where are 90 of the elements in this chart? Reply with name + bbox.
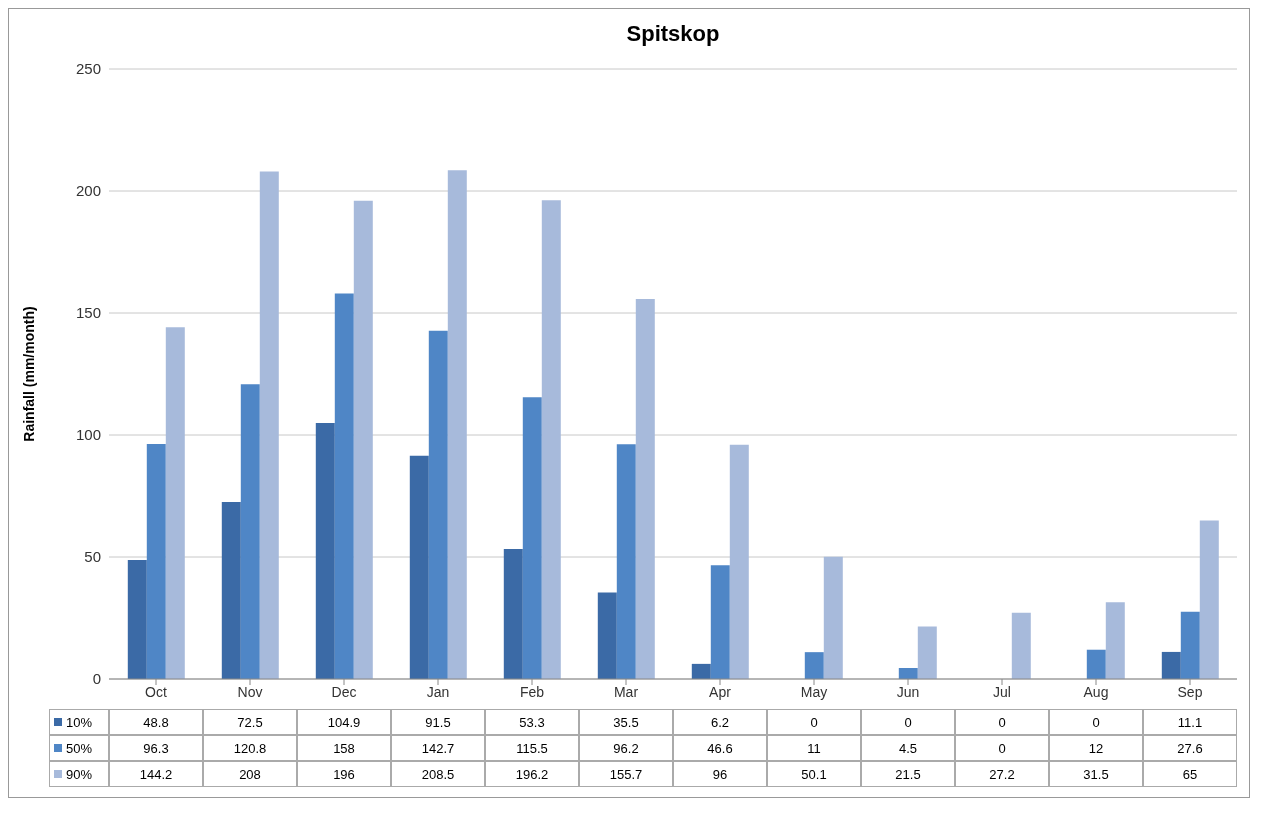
- data-label: 31.5: [1049, 761, 1143, 787]
- data-label: 27.2: [955, 761, 1049, 787]
- data-label: 0: [955, 709, 1049, 735]
- bar: [221, 502, 241, 679]
- bar: [917, 626, 937, 679]
- bar: [1161, 651, 1181, 679]
- data-label: 91.5: [391, 709, 485, 735]
- data-label: 50.1: [767, 761, 861, 787]
- data-label: 65: [1143, 761, 1237, 787]
- x-tick-label: Mar: [613, 683, 639, 700]
- data-label: 208.5: [391, 761, 485, 787]
- bar: [165, 327, 185, 679]
- bar: [1199, 520, 1219, 679]
- data-label: 72.5: [203, 709, 297, 735]
- data-label: 4.5: [861, 735, 955, 761]
- data-label: 96.3: [109, 735, 203, 761]
- data-label: 96.2: [579, 735, 673, 761]
- data-label: 21.5: [861, 761, 955, 787]
- data-label: 11: [767, 735, 861, 761]
- bar: [428, 330, 448, 679]
- y-tick-label: 250: [75, 60, 101, 78]
- data-label: 120.8: [203, 735, 297, 761]
- bar: [616, 444, 636, 679]
- bar: [259, 171, 279, 679]
- y-tick-label: 50: [84, 548, 101, 566]
- data-label: 0: [767, 709, 861, 735]
- data-label: 6.2: [673, 709, 767, 735]
- bar: [1086, 649, 1106, 679]
- bar: [898, 668, 918, 679]
- bar: [1011, 612, 1031, 679]
- data-label: 104.9: [297, 709, 391, 735]
- bar: [1180, 611, 1200, 679]
- x-tick-label: Sep: [1177, 683, 1203, 700]
- data-label: 0: [861, 709, 955, 735]
- data-label: 27.6: [1143, 735, 1237, 761]
- bar: [710, 565, 730, 679]
- data-label: 53.3: [485, 709, 579, 735]
- bar: [804, 652, 824, 679]
- data-label: 46.6: [673, 735, 767, 761]
- data-label: 155.7: [579, 761, 673, 787]
- data-label: 208: [203, 761, 297, 787]
- x-tick-label: May: [800, 683, 828, 700]
- bar: [503, 548, 523, 679]
- data-label: 96: [673, 761, 767, 787]
- bar: [447, 170, 467, 679]
- data-label: 48.8: [109, 709, 203, 735]
- x-tick-label: Aug: [1083, 683, 1109, 700]
- bar: [691, 663, 711, 679]
- data-label: 196: [297, 761, 391, 787]
- data-label: 35.5: [579, 709, 673, 735]
- bar: [729, 444, 749, 679]
- data-label: 115.5: [485, 735, 579, 761]
- y-axis-title: Rainfall (mm/month): [20, 306, 37, 442]
- x-tick-label: Oct: [145, 683, 167, 700]
- bar: [635, 299, 655, 679]
- legend-label: 50%: [66, 740, 93, 756]
- y-tick-label: 100: [75, 426, 101, 444]
- data-label: 0: [1049, 709, 1143, 735]
- bar: [1105, 602, 1125, 679]
- x-tick-label: Nov: [237, 683, 263, 700]
- bar: [315, 423, 335, 679]
- legend-label: 10%: [66, 714, 93, 730]
- data-label: 196.2: [485, 761, 579, 787]
- bar: [127, 559, 147, 679]
- bar: [240, 384, 260, 679]
- bar: [597, 592, 617, 679]
- data-label: 158: [297, 735, 391, 761]
- x-tick-label: Feb: [519, 683, 545, 700]
- data-label: 142.7: [391, 735, 485, 761]
- y-tick-label: 150: [75, 304, 101, 322]
- y-tick-label: 0: [92, 670, 101, 688]
- bar: [353, 200, 373, 679]
- x-tick-label: Apr: [709, 683, 732, 700]
- bar: [334, 293, 354, 679]
- x-tick-label: Jan: [426, 683, 450, 700]
- bar: [823, 556, 843, 679]
- x-tick-label: Jul: [993, 683, 1011, 700]
- x-tick-label: Jun: [896, 683, 920, 700]
- bar: [146, 444, 166, 679]
- data-label: 12: [1049, 735, 1143, 761]
- data-label: 11.1: [1143, 709, 1237, 735]
- data-label: 144.2: [109, 761, 203, 787]
- y-tick-label: 200: [75, 182, 101, 200]
- bar: [409, 455, 429, 679]
- bar: [541, 200, 561, 679]
- legend-label: 90%: [66, 766, 93, 782]
- bar: [522, 397, 542, 679]
- chart-title: Spitskop: [625, 21, 721, 47]
- data-label: 0: [955, 735, 1049, 761]
- x-tick-label: Dec: [331, 683, 357, 700]
